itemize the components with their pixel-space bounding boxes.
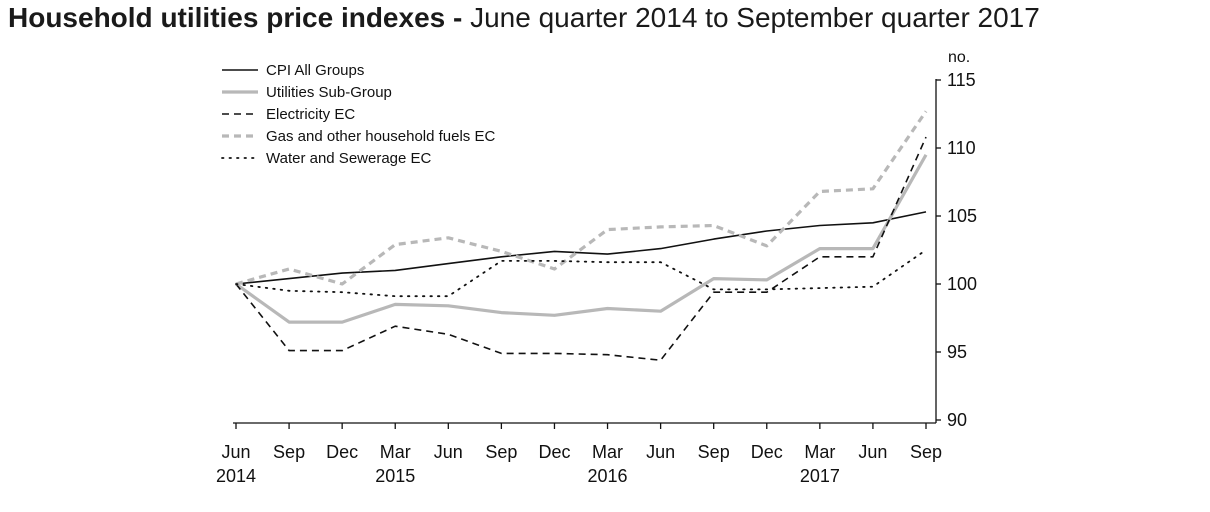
series-line-5 — [235, 249, 927, 298]
x-year-label: 2016 — [588, 466, 628, 486]
x-year-label: 2014 — [216, 466, 256, 486]
legend: CPI All Groups Utilities Sub-Group Electri… — [221, 62, 495, 167]
x-year-label: 2015 — [375, 466, 415, 486]
x-tick-label: Mar — [592, 442, 623, 462]
axis-layer: no. 90 95 100 105 110 115 Jun Sep Dec Mar Jun Sep De… — [216, 49, 977, 486]
y-tick-label: 95 — [947, 342, 967, 362]
y-tick-label: 110 — [947, 138, 976, 158]
x-tick-label: Jun — [646, 442, 675, 462]
x-tick-label: Dec — [326, 442, 358, 462]
legend-label: CPI All Groups — [266, 62, 364, 79]
x-tick-label: Sep — [910, 442, 942, 462]
x-tick-label: Jun — [434, 442, 463, 462]
x-tick-label: Jun — [858, 442, 887, 462]
x-tick-label: Sep — [485, 442, 517, 462]
x-tick-label: Sep — [273, 442, 305, 462]
legend-label: Gas and other household fuels EC — [266, 128, 495, 145]
x-year-label: 2017 — [800, 466, 840, 486]
x-tick-label: Dec — [751, 442, 783, 462]
chart-title-rest: June quarter 2014 to September quarter 2… — [470, 2, 1040, 33]
legend-label: Utilities Sub-Group — [266, 84, 392, 101]
series-line-4 — [235, 110, 928, 286]
x-tick-label: Sep — [698, 442, 730, 462]
series-layer — [235, 110, 928, 362]
y-tick-label: 90 — [947, 410, 967, 430]
y-tick-label: 105 — [947, 206, 977, 226]
legend-label: Electricity EC — [266, 106, 355, 123]
y-tick-label: 115 — [947, 70, 976, 90]
series-line-2 — [235, 154, 928, 324]
y-tick-label: 100 — [947, 274, 977, 294]
x-tick-label: Dec — [538, 442, 570, 462]
x-tick-label: Mar — [804, 442, 835, 462]
y-axis-unit-label: no. — [948, 49, 970, 66]
series-line-1 — [235, 211, 927, 285]
x-tick-label: Mar — [380, 442, 411, 462]
x-tick-label: Jun — [221, 442, 250, 462]
series-line-3 — [235, 136, 927, 362]
chart-title-bold: Household utilities price indexes - — [8, 2, 463, 33]
legend-label: Water and Sewerage EC — [266, 150, 432, 167]
chart-title: Household utilities price indexes - June… — [8, 2, 1040, 34]
